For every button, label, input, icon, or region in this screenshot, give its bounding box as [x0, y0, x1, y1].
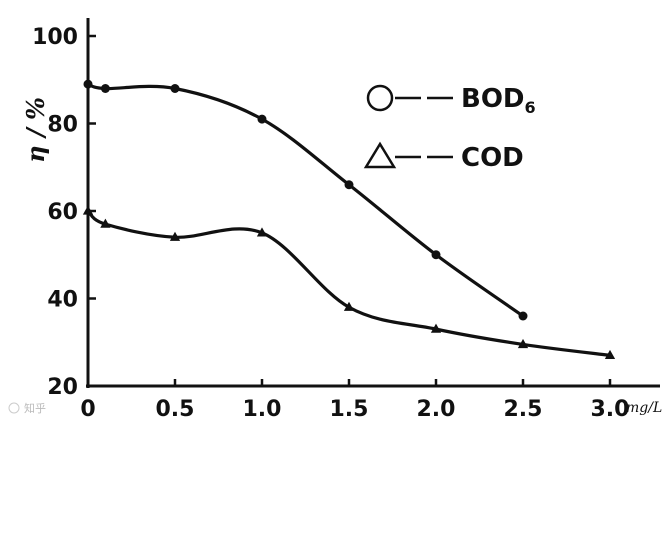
data-point: [343, 301, 355, 311]
data-point: [170, 84, 180, 93]
x-axis-ticks: 0 0.5 1.0 1.5 2.0 2.5 3.0: [80, 379, 629, 422]
y-axis-ticks: 20 40 60 80 100: [32, 25, 96, 400]
legend-label: COD: [461, 143, 524, 173]
data-point: [431, 250, 441, 260]
watermark-logo-icon: [8, 402, 20, 414]
data-point: [604, 349, 616, 360]
y-tick-label: 100: [32, 25, 78, 50]
legend-item-cod: COD: [363, 141, 524, 173]
watermark-text: 知乎: [24, 401, 46, 415]
y-tick-label: 20: [47, 375, 78, 400]
series-line: [86, 82, 525, 318]
x-tick-label: 2.5: [504, 397, 543, 422]
series-cod: [82, 205, 616, 360]
legend-label: BOD6: [461, 84, 536, 117]
data-point: [518, 311, 528, 321]
data-point: [256, 227, 268, 237]
legend-triangle-icon: [363, 141, 397, 169]
data-point: [517, 338, 529, 349]
x-tick-label: 3.0: [591, 397, 630, 422]
x-tick-label: 0.5: [156, 397, 195, 422]
data-point: [100, 218, 111, 228]
data-point: [82, 205, 94, 215]
data-point: [169, 231, 181, 241]
x-tick-label: 2.0: [417, 397, 456, 422]
x-tick-label: 1.0: [243, 397, 282, 422]
legend-circle-icon: [366, 84, 394, 112]
series-line: [86, 209, 612, 357]
legend-label-subscript: 6: [525, 98, 536, 117]
y-tick-label: 60: [47, 200, 78, 225]
y-tick-label: 80: [47, 113, 78, 138]
legend-item-bod: BOD6: [366, 84, 536, 117]
data-point: [430, 323, 442, 333]
series-bod: [83, 79, 528, 321]
legend: BOD6 COD: [363, 84, 536, 173]
data-point: [344, 180, 354, 190]
watermark: 知乎: [8, 401, 46, 415]
y-axis-label: η / %: [21, 97, 50, 163]
data-point: [100, 84, 110, 93]
series-group: [82, 79, 616, 360]
data-point: [257, 114, 267, 124]
x-tick-label: 0: [80, 397, 95, 422]
y-tick-label: 40: [47, 288, 78, 313]
x-tick-label: 1.5: [330, 397, 369, 422]
x-axis-unit-label: mg/L: [626, 400, 662, 416]
data-point: [83, 79, 93, 89]
